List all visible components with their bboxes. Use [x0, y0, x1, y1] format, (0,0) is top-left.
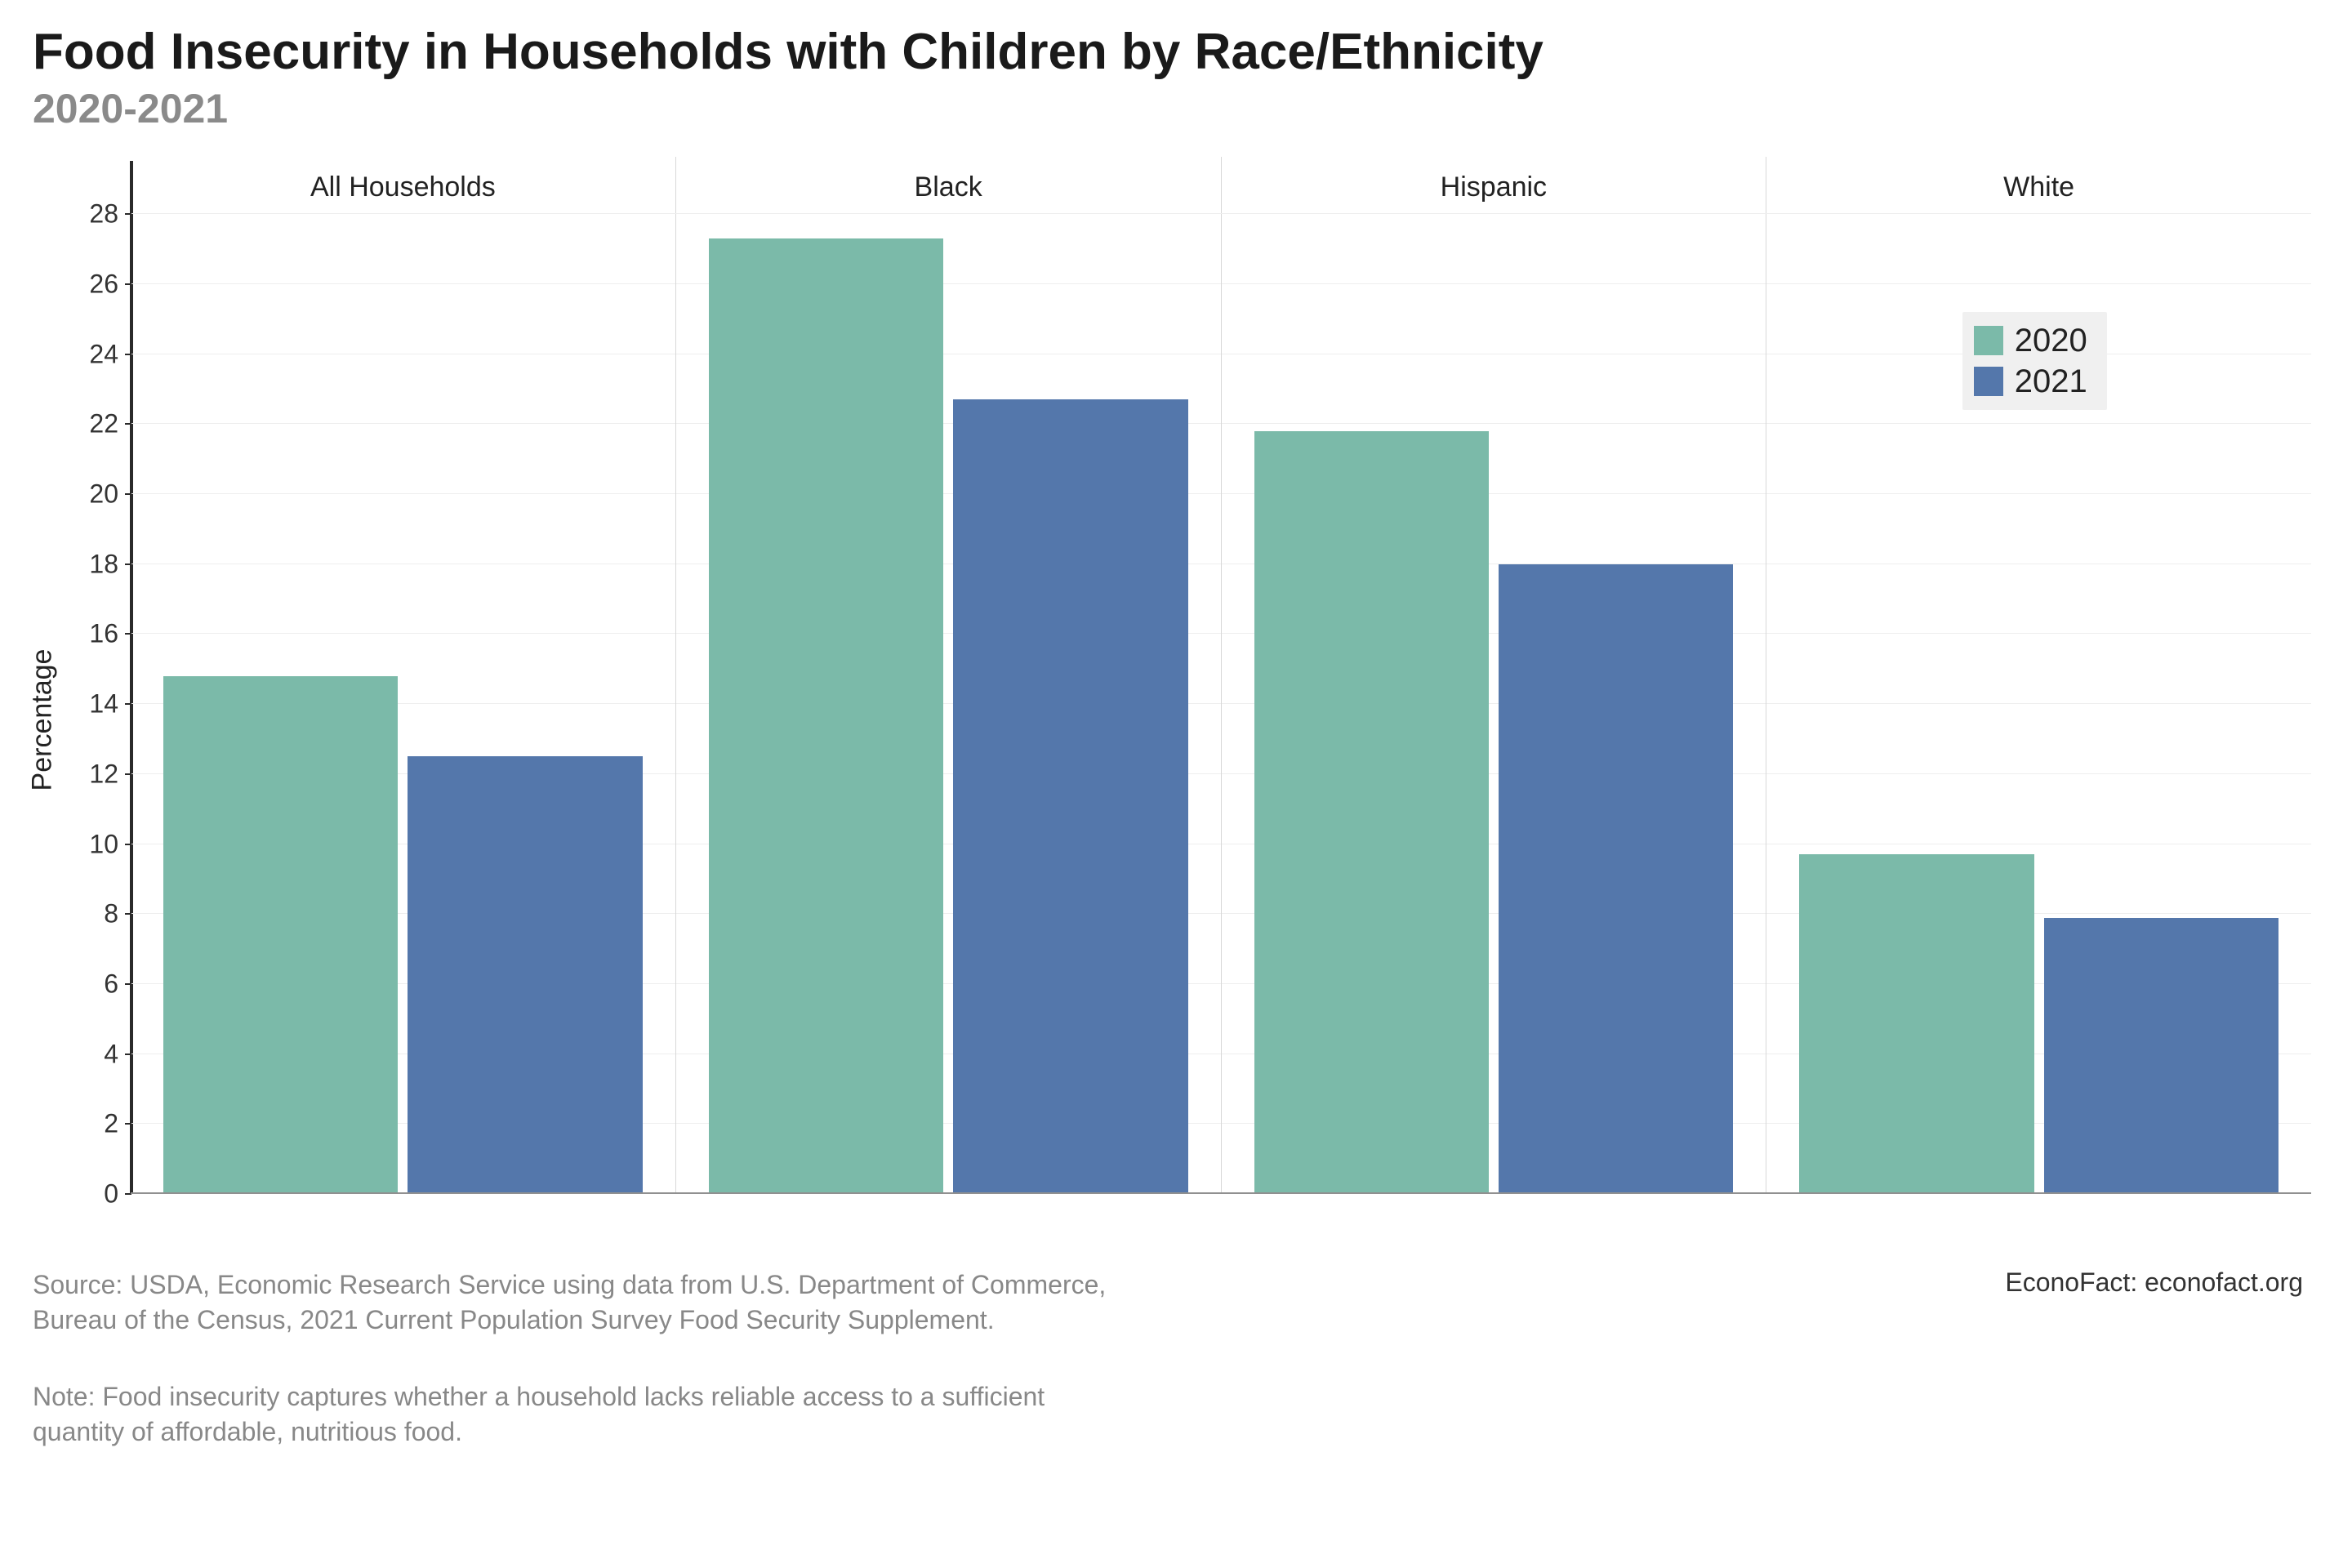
- y-ticks: 0246810121416182022242628: [53, 214, 127, 1194]
- attribution: EconoFact: econofact.org: [2005, 1267, 2319, 1338]
- y-tick-label: 16: [53, 619, 118, 649]
- y-tick-label: 28: [53, 199, 118, 229]
- chart-area: All HouseholdsBlackHispanicWhite 0246810…: [122, 157, 2311, 1251]
- y-tick-label: 26: [53, 269, 118, 299]
- note-line-1: Note: Food insecurity captures whether a…: [33, 1382, 1045, 1411]
- y-tick-label: 18: [53, 549, 118, 579]
- y-tick-label: 2: [53, 1109, 118, 1139]
- legend-item: 2021: [1974, 361, 2087, 402]
- y-axis-label: Percentage: [27, 649, 59, 791]
- chart-title: Food Insecurity in Households with Child…: [33, 24, 2319, 80]
- panel-label: All Households: [131, 157, 676, 214]
- chart-container: Food Insecurity in Households with Child…: [0, 0, 2352, 1568]
- bar-group: [131, 676, 675, 1194]
- legend-label: 2021: [2015, 361, 2087, 402]
- y-tick-label: 10: [53, 829, 118, 859]
- x-axis-baseline: [131, 1192, 2311, 1194]
- legend-label: 2020: [2015, 320, 2087, 361]
- y-tick-label: 8: [53, 899, 118, 929]
- bar-2020: [1254, 431, 1489, 1194]
- bar-2021: [953, 399, 1187, 1194]
- bar-2021: [2044, 918, 2278, 1195]
- chart-subtitle: 2020-2021: [33, 85, 2319, 132]
- footer: Source: USDA, Economic Research Service …: [33, 1267, 2319, 1338]
- bar-2020: [1799, 854, 2034, 1194]
- bar-2021: [1499, 564, 1733, 1194]
- note-line-2: quantity of affordable, nutritious food.: [33, 1417, 462, 1446]
- y-tick-label: 24: [53, 339, 118, 369]
- panel-label: White: [1766, 157, 2311, 214]
- bar-2020: [163, 676, 398, 1194]
- note-text: Note: Food insecurity captures whether a…: [33, 1379, 1421, 1450]
- source-line-2: Bureau of the Census, 2021 Current Popul…: [33, 1305, 995, 1334]
- y-tick-label: 20: [53, 479, 118, 510]
- legend-item: 2020: [1974, 320, 2087, 361]
- panel: [676, 214, 1222, 1194]
- panel: [1222, 214, 1767, 1194]
- bar-2020: [709, 238, 943, 1194]
- bar-2021: [408, 756, 642, 1194]
- y-tick-label: 22: [53, 409, 118, 439]
- bar-group: [1222, 431, 1766, 1194]
- panel: [131, 214, 676, 1194]
- legend: 20202021: [1962, 312, 2107, 410]
- bar-group: [676, 238, 1221, 1194]
- plot-area: 0246810121416182022242628 Percentage 202…: [131, 214, 2311, 1194]
- y-tick-label: 12: [53, 759, 118, 789]
- source-text: Source: USDA, Economic Research Service …: [33, 1267, 1106, 1338]
- panel-label: Hispanic: [1222, 157, 1767, 214]
- panel-labels-row: All HouseholdsBlackHispanicWhite: [131, 157, 2311, 214]
- legend-swatch: [1974, 326, 2003, 355]
- legend-swatch: [1974, 367, 2003, 396]
- y-tick-label: 14: [53, 689, 118, 719]
- source-line-1: Source: USDA, Economic Research Service …: [33, 1270, 1106, 1299]
- bar-group: [1766, 854, 2311, 1194]
- y-tick-label: 6: [53, 969, 118, 1000]
- panel-label: Black: [676, 157, 1222, 214]
- y-tick-label: 0: [53, 1179, 118, 1209]
- y-tick-label: 4: [53, 1039, 118, 1069]
